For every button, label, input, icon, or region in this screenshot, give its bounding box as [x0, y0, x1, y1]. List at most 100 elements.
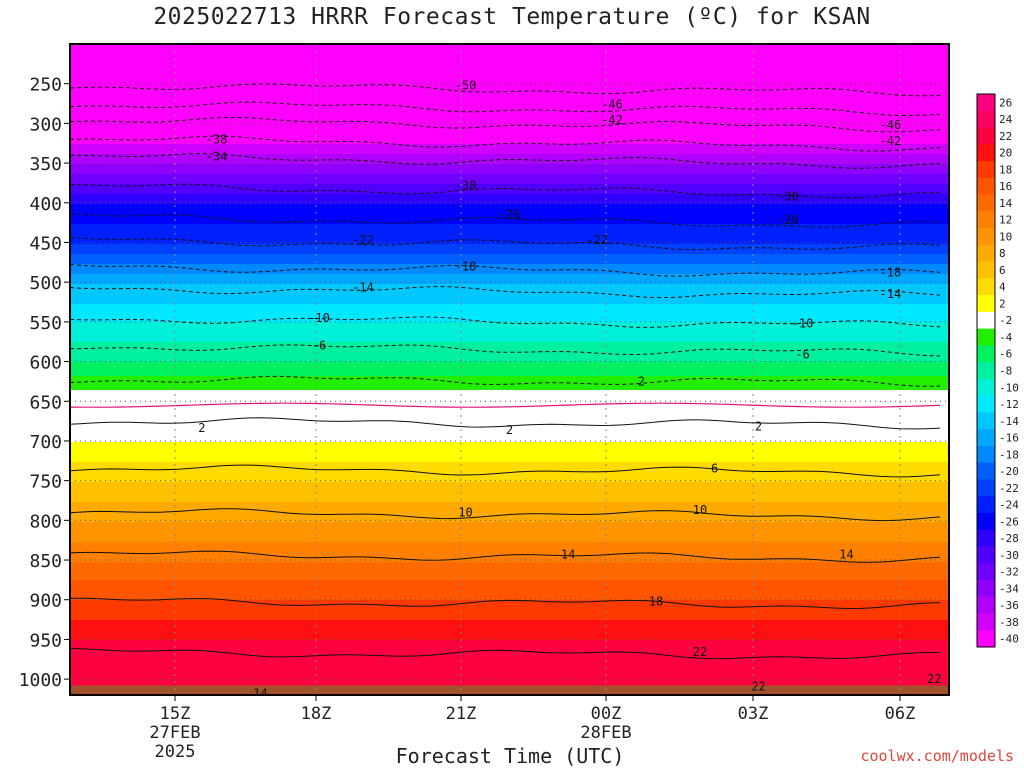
contour-line	[70, 508, 941, 522]
band-row	[70, 542, 949, 544]
band-row	[70, 404, 949, 406]
credit-link[interactable]: coolwx.com/models	[860, 747, 1014, 765]
band-row	[70, 326, 949, 328]
colorbar-swatch	[977, 345, 995, 363]
colorbar-swatch	[977, 412, 995, 430]
band-row	[70, 574, 949, 576]
contour-label: 6	[711, 462, 718, 476]
band-row	[70, 484, 949, 486]
colorbar-swatch	[977, 94, 995, 112]
colorbar-label: -4	[999, 331, 1013, 344]
band-row	[70, 666, 949, 668]
band-row	[70, 320, 949, 322]
band-row	[70, 530, 949, 532]
band-row	[70, 386, 949, 388]
colorbar-label: 18	[999, 163, 1012, 176]
colorbar-label: 4	[999, 281, 1006, 294]
x-tick-label: 15Z	[160, 704, 191, 724]
colorbar-swatch	[977, 295, 995, 313]
band-row	[70, 422, 949, 424]
band-row	[70, 182, 949, 184]
band-row	[70, 146, 949, 148]
band-row	[70, 496, 949, 498]
band-row	[70, 546, 949, 548]
colorbar-label: -22	[999, 482, 1019, 495]
band-row	[70, 264, 949, 266]
contour-label: -30	[455, 178, 477, 192]
band-row	[70, 202, 949, 204]
contour-label: 2	[506, 423, 513, 437]
band-row	[70, 318, 949, 320]
colorbar-swatch	[977, 462, 995, 480]
band-row	[70, 68, 949, 70]
band-row	[70, 494, 949, 496]
band-row	[70, 390, 949, 392]
band-row	[70, 616, 949, 618]
band-row	[70, 102, 949, 104]
y-tick-label: 750	[29, 472, 62, 493]
colorbar-swatch	[977, 546, 995, 564]
y-tick-label: 600	[29, 353, 62, 374]
band-row	[70, 604, 949, 606]
band-row	[70, 248, 949, 250]
band-row	[70, 644, 949, 646]
contour-label: 10	[693, 503, 707, 517]
colorbar-label: -24	[999, 499, 1019, 512]
colorbar-label: -34	[999, 582, 1019, 595]
band-row	[70, 372, 949, 374]
band-row	[70, 218, 949, 220]
band-row	[70, 552, 949, 554]
band-row	[70, 588, 949, 590]
band-row	[70, 654, 949, 656]
band-row	[70, 296, 949, 298]
band-row	[70, 262, 949, 264]
band-row	[70, 302, 949, 304]
band-row	[70, 352, 949, 354]
colorbar-label: -40	[999, 633, 1019, 646]
band-row	[70, 630, 949, 632]
band-row	[70, 118, 949, 120]
x-tick-sublabel: 2025	[155, 742, 196, 762]
contour-line	[70, 550, 941, 563]
band-row	[70, 212, 949, 214]
contour-label: -6	[795, 347, 809, 361]
band-row	[70, 646, 949, 648]
colorbar-label: -30	[999, 549, 1019, 562]
contour-line	[70, 264, 941, 277]
band-row	[70, 66, 949, 68]
band-row	[70, 112, 949, 114]
contour-label: 14	[839, 547, 853, 561]
contour-line	[70, 417, 941, 430]
band-row	[70, 548, 949, 550]
contour-line	[70, 464, 941, 478]
band-row	[70, 610, 949, 612]
band-row	[70, 400, 949, 402]
band-row	[70, 576, 949, 578]
colorbar-swatch	[977, 228, 995, 246]
band-row	[70, 106, 949, 108]
band-row	[70, 458, 949, 460]
band-row	[70, 336, 949, 338]
band-row	[70, 300, 949, 302]
band-row	[70, 508, 949, 510]
band-row	[70, 466, 949, 468]
contour-line	[70, 183, 941, 199]
band-row	[70, 622, 949, 624]
plot-frame	[69, 43, 950, 696]
band-row	[70, 464, 949, 466]
contour-line	[70, 344, 941, 357]
contour-labels: -50 -46 -42 -46 -42 -38 -34 -30 -30 -26 -26 -22 -22 -…	[198, 78, 941, 695]
band-row	[70, 98, 949, 100]
band-row	[70, 158, 949, 160]
band-row	[70, 416, 949, 418]
band-row	[70, 80, 949, 82]
band-row	[70, 200, 949, 202]
band-row	[70, 408, 949, 410]
band-row	[70, 156, 949, 158]
band-row	[70, 122, 949, 124]
band-row	[70, 624, 949, 626]
contour-label: -38	[206, 132, 228, 146]
band-row	[70, 142, 949, 144]
band-row	[70, 128, 949, 130]
